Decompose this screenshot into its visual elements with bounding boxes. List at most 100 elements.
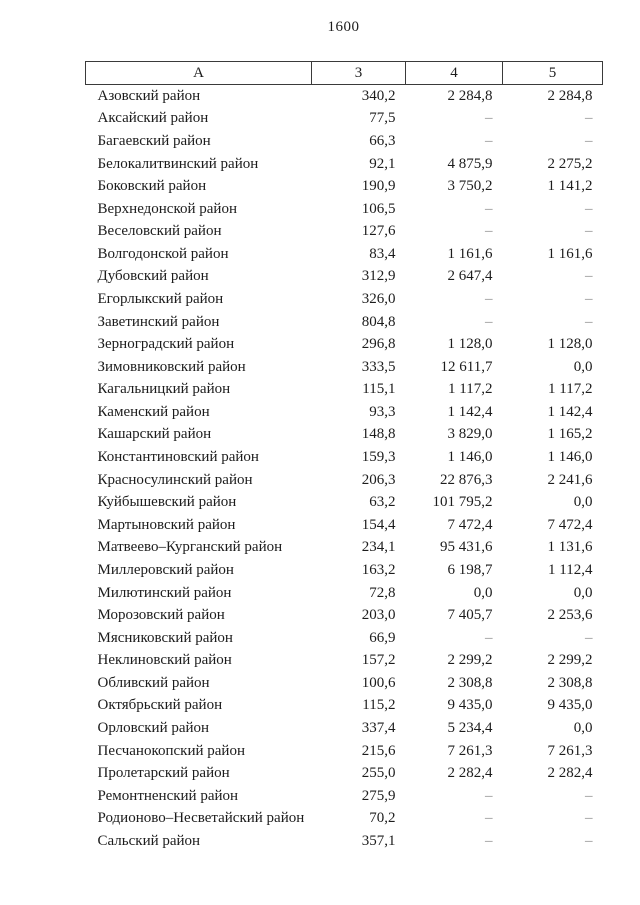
col3-value-cell: 157,2 — [361, 652, 396, 669]
table-row: Матвеево–Курганский район 234,1 95 431,6 1 … — [86, 537, 603, 560]
table-row: Милютинский район 72,8 0,0 0,0 — [86, 582, 603, 605]
col4-value-cell: 1 117,2 — [448, 381, 493, 398]
col3-value-cell: 357,1 — [361, 832, 396, 849]
col3-value-cell: 127,6 — [361, 223, 396, 240]
table-row: Каменский район 93,3 1 142,4 1 142,4 — [86, 401, 603, 424]
col5-value-cell: 1 117,2 — [548, 381, 593, 398]
col5-value-cell: 9 435,0 — [547, 697, 593, 714]
col5-value-cell: 2 284,8 — [547, 87, 593, 104]
col4-value-cell: – — [485, 223, 493, 240]
district-name-cell: Морозовский район — [97, 607, 225, 624]
district-name-cell: Красносулинский район — [97, 471, 253, 488]
col5-value-cell: 0,0 — [573, 719, 593, 736]
table-row: Зерноградский район 296,8 1 128,0 1 128,0 — [86, 333, 603, 356]
col3-value-cell: 234,1 — [361, 539, 396, 556]
table-row: Обливский район 100,6 2 308,8 2 308,8 — [86, 672, 603, 695]
col5-value-cell: 2 299,2 — [547, 652, 593, 669]
header-cell-a: А — [85, 61, 312, 85]
col3-value-cell: 148,8 — [361, 426, 396, 443]
col5-value-cell: 2 275,2 — [547, 155, 593, 172]
district-name-cell: Неклиновский район — [97, 652, 232, 669]
district-name-cell: Октябрьский район — [97, 697, 223, 714]
table-header-row: А 3 4 5 — [85, 61, 603, 85]
district-name-cell: Пролетарский район — [97, 765, 230, 782]
district-name-cell: Зерноградский район — [97, 336, 235, 353]
col5-value-cell: 7 261,3 — [547, 742, 593, 759]
district-name-cell: Каменский район — [97, 403, 210, 420]
col4-value-cell: 9 435,0 — [447, 697, 493, 714]
district-name-cell: Орловский район — [97, 719, 210, 736]
col5-value-cell: 0,0 — [573, 584, 593, 601]
col4-value-cell: 12 611,7 — [440, 358, 493, 375]
header-cell-4: 4 — [405, 61, 503, 85]
table-row: Пролетарский район 255,0 2 282,4 2 282,4 — [86, 762, 603, 785]
district-name-cell: Азовский район — [97, 87, 201, 104]
table-row: Мартыновский район 154,4 7 472,4 7 472,4 — [86, 514, 603, 537]
table-row: Морозовский район 203,0 7 405,7 2 253,6 — [86, 604, 603, 627]
col4-value-cell: – — [485, 832, 493, 849]
col4-value-cell: – — [485, 110, 493, 127]
col4-value-cell: 1 142,4 — [447, 403, 493, 420]
col5-value-cell: – — [585, 200, 593, 217]
district-name-cell: Милютинский район — [97, 584, 232, 601]
col5-value-cell: 1 165,2 — [547, 426, 593, 443]
district-name-cell: Песчанокопский район — [97, 742, 245, 759]
col5-value-cell: – — [585, 290, 593, 307]
col4-value-cell: 2 299,2 — [447, 652, 493, 669]
district-name-cell: Белокалитвинский район — [97, 155, 259, 172]
col4-value-cell: 22 876,3 — [440, 471, 493, 488]
col3-value-cell: 275,9 — [361, 787, 396, 804]
col4-value-cell: 4 875,9 — [447, 155, 493, 172]
col3-value-cell: 206,3 — [361, 471, 396, 488]
col5-value-cell: – — [585, 110, 593, 127]
col5-value-cell: 2 253,6 — [547, 607, 593, 624]
col3-value-cell: 337,4 — [361, 719, 396, 736]
table-row: Боковский район 190,9 3 750,2 1 141,2 — [86, 175, 603, 198]
col3-value-cell: 66,9 — [369, 629, 396, 646]
table-row: Азовский район 340,2 2 284,8 2 284,8 — [86, 85, 603, 108]
district-name-cell: Обливский район — [97, 674, 210, 691]
col4-value-cell: 1 161,6 — [447, 245, 493, 262]
col5-value-cell: 2 308,8 — [547, 674, 593, 691]
district-name-cell: Родионово–Несветайский район — [97, 810, 305, 827]
district-name-cell: Матвеево–Курганский район — [97, 539, 283, 556]
table-row: Аксайский район 77,5 – – — [86, 108, 603, 131]
col4-value-cell: – — [485, 313, 493, 330]
col4-value-cell: 3 750,2 — [447, 178, 493, 195]
col4-value-cell: 2 308,8 — [447, 674, 493, 691]
district-name-cell: Кашарский район — [97, 426, 212, 443]
district-name-cell: Кагальницкий район — [97, 381, 231, 398]
col4-value-cell: – — [485, 132, 493, 149]
col5-value-cell: 2 241,6 — [547, 471, 593, 488]
col5-value-cell: 1 141,2 — [547, 178, 593, 195]
col3-value-cell: 83,4 — [369, 245, 396, 262]
col4-value-cell: 1 128,0 — [447, 336, 493, 353]
col4-value-cell: – — [485, 200, 493, 217]
col5-value-cell: – — [585, 132, 593, 149]
table-row: Дубовский район 312,9 2 647,4 – — [86, 266, 603, 289]
col4-value-cell: 2 282,4 — [447, 765, 493, 782]
col3-value-cell: 66,3 — [369, 132, 396, 149]
table-row: Мясниковский район 66,9 – – — [86, 627, 603, 650]
col3-value-cell: 72,8 — [369, 584, 396, 601]
col4-value-cell: 5 234,4 — [447, 719, 493, 736]
col5-value-cell: 7 472,4 — [547, 516, 593, 533]
district-name-cell: Миллеровский район — [97, 561, 234, 578]
district-name-cell: Боковский район — [97, 178, 207, 195]
table-row: Куйбышевский район 63,2 101 795,2 0,0 — [86, 491, 603, 514]
table-row: Белокалитвинский район 92,1 4 875,9 2 275,2 — [86, 153, 603, 176]
col5-value-cell: – — [585, 223, 593, 240]
col5-value-cell: 1 131,6 — [547, 539, 593, 556]
table-body: Азовский район 340,2 2 284,8 2 284,8 Аксайск… — [86, 85, 603, 853]
district-name-cell: Багаевский район — [97, 132, 211, 149]
header-cell-3: 3 — [311, 61, 406, 85]
col4-value-cell: 6 198,7 — [447, 561, 493, 578]
col4-value-cell: 7 472,4 — [447, 516, 493, 533]
col3-value-cell: 312,9 — [361, 268, 396, 285]
col5-value-cell: 1 146,0 — [547, 449, 593, 466]
table-row: Ремонтненский район 275,9 – – — [86, 785, 603, 808]
page-number: 1600 — [327, 19, 360, 35]
table-row: Песчанокопский район 215,6 7 261,3 7 261,3 — [86, 740, 603, 763]
col4-value-cell: 1 146,0 — [447, 449, 493, 466]
